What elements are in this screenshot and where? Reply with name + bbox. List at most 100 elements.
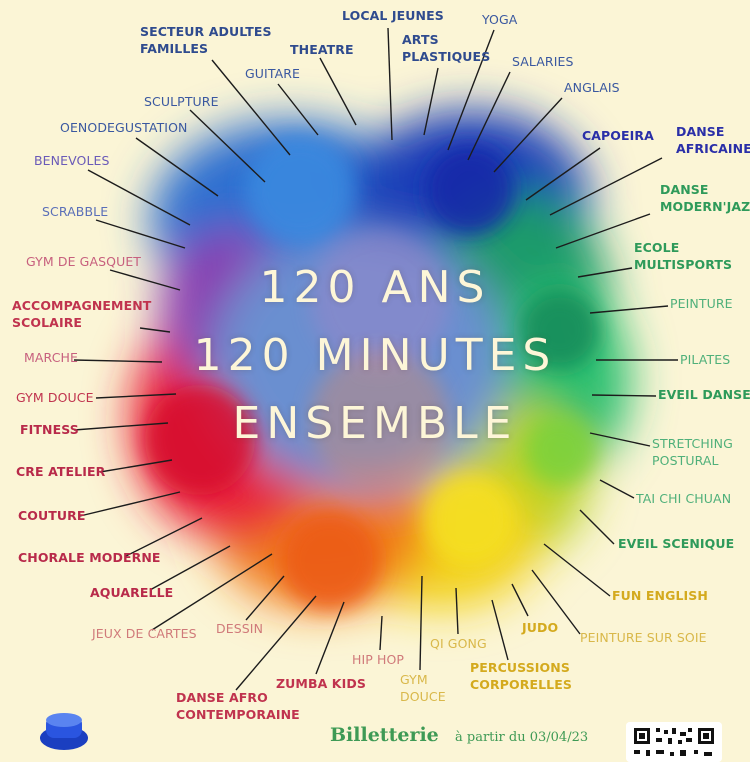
leader-line-oenodegustation (135, 137, 219, 197)
leader-line-local-jeunes (387, 27, 393, 141)
label-benevoles: BENEVOLES (34, 153, 110, 170)
label-danse-modern-jazz-line: MODERN'JAZZ (660, 198, 750, 214)
leader-line-qi-gong (455, 587, 459, 635)
label-capoeira: CAPOEIRA (582, 128, 654, 145)
label-percussions-line: CORPORELLES (470, 676, 572, 692)
leader-line-zumba-kids (315, 601, 345, 675)
label-zumba-kids-line: ZUMBA KIDS (276, 676, 366, 691)
leader-lines (73, 27, 678, 691)
leader-line-arts-plastiques (423, 67, 439, 136)
label-fun-english-line: FUN ENGLISH (612, 588, 708, 603)
billetterie-date: à partir du 03/04/23 (455, 730, 589, 745)
leader-line-scrabble (95, 219, 186, 249)
leader-line-theatre (319, 57, 357, 126)
leader-line-cre-atelier (99, 459, 173, 473)
label-cre-atelier-line: CRE ATELIER (16, 464, 106, 479)
leader-line-fun-english (543, 543, 611, 597)
label-pilates-line: PILATES (680, 352, 731, 367)
label-guitare: GUITARE (245, 66, 300, 83)
label-jeux-de-cartes: JEUX DE CARTES (92, 626, 197, 643)
leader-line-peinture-sur-soie (531, 569, 581, 635)
label-peinture-sur-soie: PEINTURE SUR SOIE (580, 630, 707, 647)
label-marche-line: MARCHE (24, 350, 79, 365)
label-tai-chi: TAI CHI CHUAN (636, 491, 731, 508)
label-danse-modern-jazz: DANSE MODERN'JAZZ (660, 182, 750, 216)
title-line-2: 120 MINUTES (193, 330, 557, 381)
label-accompagnement-scolaire-line: ACCOMPAGNEMENT (12, 298, 152, 313)
label-yoga: YOGA (482, 12, 517, 29)
leader-line-aquarelle (149, 545, 231, 591)
label-danse-afro-line: DANSE AFRO (176, 690, 268, 705)
label-gym-de-gasquet: GYM DE GASQUET (26, 254, 141, 271)
label-stretching-line: POSTURAL (652, 452, 719, 468)
billetterie-label: Billetterie (330, 724, 439, 746)
label-theatre-line: THEATRE (290, 42, 354, 57)
leader-line-judo (511, 583, 529, 617)
leader-line-gym-douce-bottom (419, 575, 423, 671)
label-anglais-line: ANGLAIS (564, 80, 620, 95)
leader-line-ecole-multisports (577, 267, 633, 278)
label-eveil-danse: EVEIL DANSE (658, 387, 750, 404)
label-gym-douce-left: GYM DOUCE (16, 390, 94, 407)
leader-line-sculpture (189, 109, 266, 183)
leader-line-benevoles (87, 169, 191, 226)
label-dessin: DESSIN (216, 621, 263, 638)
label-danse-afro: DANSE AFRO CONTEMPORAINE (176, 690, 300, 724)
label-capoeira-line: CAPOEIRA (582, 128, 654, 143)
label-secteur-adultes: SECTEUR ADULTES FAMILLES (140, 24, 272, 58)
label-anglais: ANGLAIS (564, 80, 620, 97)
leader-line-guitare (277, 83, 319, 136)
label-qi-gong-line: QI GONG (430, 636, 487, 651)
leader-line-secteur-adultes (211, 59, 291, 156)
leader-line-gym-douce-left (95, 393, 177, 399)
label-hip-hop-line: HIP HOP (352, 652, 405, 667)
leader-line-anglais (493, 97, 563, 173)
leader-line-dessin (245, 575, 285, 621)
leader-line-danse-modern-jazz (555, 213, 651, 249)
label-danse-africaine-line: AFRICAINE (676, 140, 750, 156)
label-local-jeunes-line: LOCAL JEUNES (342, 8, 444, 23)
label-gym-de-gasquet-line: GYM DE GASQUET (26, 254, 142, 269)
label-benevoles-line: BENEVOLES (34, 153, 110, 168)
label-chorale-moderne-line: CHORALE MODERNE (18, 550, 161, 565)
label-sculpture-line: SCULPTURE (144, 94, 219, 109)
label-ecole-multisports-line: MULTISPORTS (634, 256, 733, 272)
title-line-1: 120 ANS (259, 262, 491, 313)
label-eveil-danse-line: EVEIL DANSE (658, 387, 750, 402)
label-sculpture: SCULPTURE (144, 94, 219, 111)
label-oenodegustation: OENODEGUSTATION (60, 120, 187, 137)
label-chorale-moderne: CHORALE MODERNE (18, 550, 161, 567)
label-arts-plastiques: ARTS PLASTIQUES (402, 32, 490, 66)
label-danse-modern-jazz-line: DANSE (660, 182, 709, 197)
label-zumba-kids: ZUMBA KIDS (276, 676, 366, 693)
leader-line-accompagnement-scolaire (139, 327, 171, 333)
label-peinture-line: PEINTURE (670, 296, 733, 311)
label-couture: COUTURE (18, 508, 86, 525)
label-fun-english: FUN ENGLISH (612, 588, 708, 605)
leader-line-peinture (589, 305, 669, 314)
label-salaries-line: SALARIES (512, 54, 574, 69)
leader-line-yoga (447, 29, 495, 151)
leader-line-hip-hop (379, 615, 383, 651)
label-accompagnement-scolaire: ACCOMPAGNEMENT SCOLAIRE (12, 298, 151, 332)
label-yoga-line: YOGA (482, 12, 518, 27)
label-pilates: PILATES (680, 352, 730, 369)
label-fitness: FITNESS (20, 422, 79, 439)
label-dessin-line: DESSIN (216, 621, 264, 636)
leader-line-percussions (491, 599, 509, 661)
label-couture-line: COUTURE (18, 508, 86, 523)
label-gym-douce-bottom-line: DOUCE (400, 688, 446, 704)
label-judo: JUDO (522, 620, 558, 637)
leader-line-capoeira (525, 147, 601, 201)
label-eveil-scenique-line: EVEIL SCENIQUE (618, 536, 735, 551)
leader-line-marche (73, 359, 163, 363)
title-line-3: ENSEMBLE (232, 398, 518, 449)
label-ecole-multisports-line: ECOLE (634, 240, 680, 255)
label-accompagnement-scolaire-line: SCOLAIRE (12, 314, 83, 330)
label-aquarelle: AQUARELLE (90, 585, 173, 602)
label-scrabble: SCRABBLE (42, 204, 108, 221)
leader-line-eveil-danse (591, 394, 657, 397)
label-danse-africaine: DANSE AFRICAINE (676, 124, 750, 158)
label-local-jeunes: LOCAL JEUNES (342, 8, 444, 25)
leader-line-tai-chi (599, 479, 635, 499)
